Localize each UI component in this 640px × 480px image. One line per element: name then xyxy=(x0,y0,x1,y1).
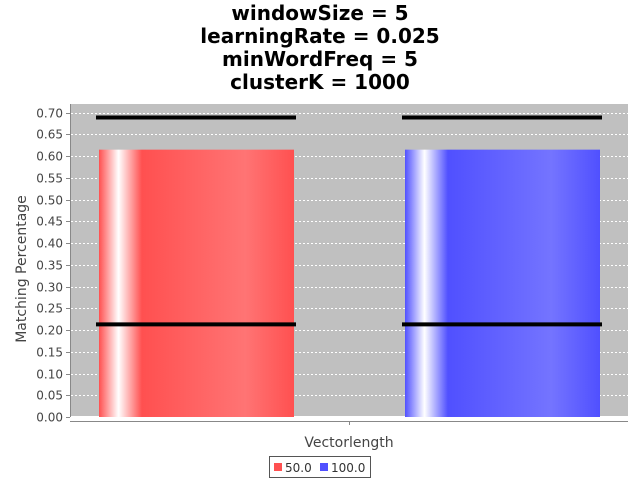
chart-title: windowSize = 5 learningRate = 0.025 minW… xyxy=(200,1,439,94)
y-tick-label: 0.05 xyxy=(36,389,63,403)
y-axis-label: Matching Percentage xyxy=(14,195,30,343)
y-tick-label: 0.65 xyxy=(36,128,63,142)
title-line-1: windowSize = 5 xyxy=(231,1,408,25)
y-tick-label: 0.35 xyxy=(36,259,63,273)
y-tick-label: 0.70 xyxy=(36,107,63,121)
x-axis-label: Vectorlength xyxy=(304,435,393,451)
y-tick-label: 0.10 xyxy=(36,368,63,382)
y-tick-label: 0.55 xyxy=(36,172,63,186)
legend-swatch-50 xyxy=(274,463,282,471)
y-tick-label: 0.45 xyxy=(36,215,63,229)
legend-label-100: 100.0 xyxy=(331,461,365,475)
y-tick-label: 0.15 xyxy=(36,346,63,360)
y-tick-label: 0.40 xyxy=(36,237,63,251)
legend-label-50: 50.0 xyxy=(285,461,312,475)
y-tick-label: 0.50 xyxy=(36,194,63,208)
interval-lines xyxy=(96,115,602,327)
y-tick-label: 0.60 xyxy=(36,150,63,164)
bar-100.0 xyxy=(405,149,600,418)
title-line-2: learningRate = 0.025 xyxy=(200,24,439,48)
y-axis-ticks: 0.00 0.05 0.10 0.15 0.20 0.25 0.30 0.35 0.40 0.45… xyxy=(36,107,70,425)
legend: 50.0 100.0 xyxy=(269,456,371,478)
y-tick-label: 0.30 xyxy=(36,281,63,295)
y-tick-label: 0.25 xyxy=(36,302,63,316)
title-line-4: clusterK = 1000 xyxy=(230,70,410,94)
title-line-3: minWordFreq = 5 xyxy=(222,47,418,71)
y-tick-label: 0.20 xyxy=(36,324,63,338)
bars xyxy=(99,149,600,418)
y-tick-label: 0.00 xyxy=(36,411,63,425)
legend-swatch-100 xyxy=(320,463,328,471)
bar-50.0 xyxy=(99,149,294,418)
